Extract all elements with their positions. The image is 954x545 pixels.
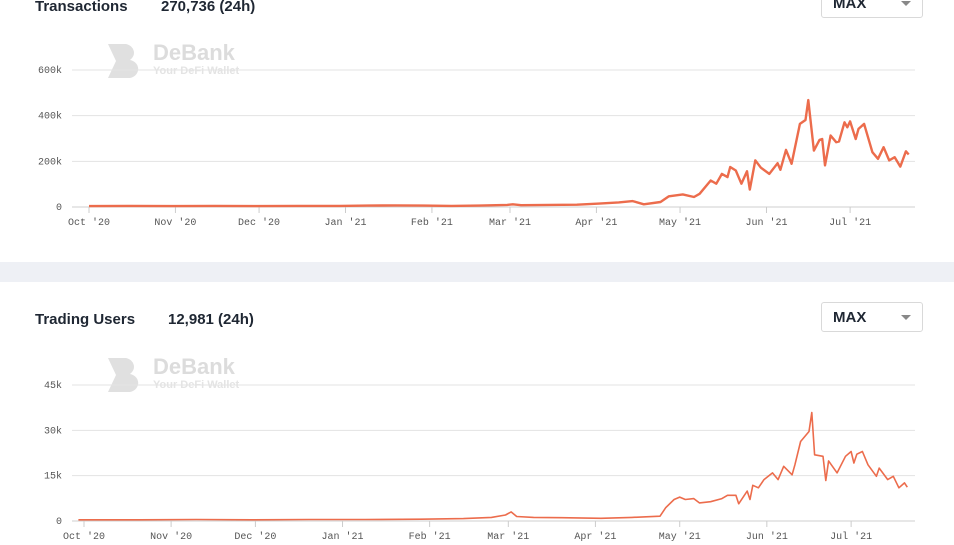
trading-users-title: Trading Users (35, 311, 136, 328)
x-tick-label: Apr '21 (575, 217, 617, 229)
x-tick-label: Nov '20 (150, 531, 192, 543)
series-line (78, 411, 908, 521)
x-tick-label: Jun '21 (745, 217, 787, 229)
y-tick-label: 15k (44, 471, 62, 483)
watermark-brand: DeBank (153, 354, 235, 379)
x-tick-label: Nov '20 (154, 217, 196, 229)
x-tick-label: Mar '21 (489, 217, 531, 229)
section-divider (0, 262, 954, 282)
x-tick-label: Jan '21 (324, 217, 366, 229)
chevron-down-icon (901, 1, 911, 6)
x-tick-label: May '21 (659, 217, 701, 229)
debank-logo-icon (108, 358, 139, 392)
x-tick-label: Jan '21 (322, 531, 364, 543)
trading-users-24h-value: 12,981 (24h) (168, 311, 254, 328)
y-tick-label: 200k (38, 156, 62, 168)
x-tick-label: May '21 (659, 531, 701, 543)
x-tick-label: Jul '21 (829, 217, 871, 229)
y-tick-label: 0 (56, 517, 62, 528)
x-tick-label: Oct '20 (63, 531, 105, 543)
watermark-tagline: Your DeFi Wallet (153, 65, 240, 77)
y-tick-label: 30k (44, 425, 62, 437)
x-tick-label: Oct '20 (68, 217, 110, 229)
y-tick-label: 400k (38, 111, 62, 123)
x-tick-label: Mar '21 (487, 531, 529, 543)
x-tick-label: Dec '20 (234, 531, 276, 543)
transactions-title: Transactions (35, 0, 128, 15)
y-tick-label: 0 (56, 203, 62, 214)
y-tick-label: 45k (44, 380, 62, 392)
dropdown-value: MAX (833, 0, 867, 12)
x-tick-label: Jun '21 (746, 531, 788, 543)
watermark-brand: DeBank (153, 40, 235, 65)
dropdown-value: MAX (833, 309, 867, 326)
series-line (88, 98, 910, 208)
transactions-24h-value: 270,736 (24h) (161, 0, 256, 15)
x-tick-label: Feb '21 (409, 531, 451, 543)
trading-users-range-dropdown[interactable]: MAX (821, 302, 923, 332)
x-tick-label: Feb '21 (411, 217, 453, 229)
x-tick-label: Dec '20 (238, 217, 280, 229)
transactions-chart: 0 200k 400k 600k Oct '20 Nov '20 Dec '20 Jan '2… (38, 65, 915, 229)
y-tick-label: 600k (38, 65, 62, 77)
chevron-down-icon (901, 315, 911, 320)
x-tick-label: Jul '21 (830, 531, 872, 543)
transactions-range-dropdown[interactable]: MAX (821, 0, 923, 18)
x-tick-label: Apr '21 (574, 531, 616, 543)
